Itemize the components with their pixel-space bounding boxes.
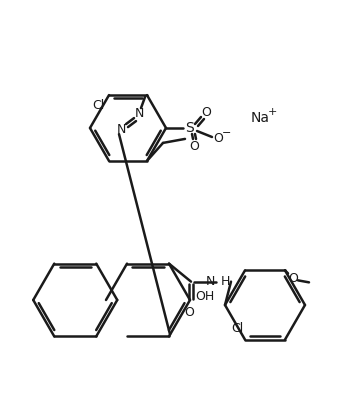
Text: +: + <box>268 107 277 117</box>
Text: Na: Na <box>251 111 270 125</box>
Text: O: O <box>201 105 211 119</box>
Text: OH: OH <box>195 290 214 303</box>
Text: Cl: Cl <box>231 322 243 335</box>
Text: N: N <box>134 107 144 119</box>
Text: Cl: Cl <box>93 99 105 112</box>
Text: S: S <box>186 121 194 135</box>
Text: −: − <box>222 128 231 138</box>
Text: O: O <box>189 139 199 153</box>
Text: N: N <box>116 123 126 136</box>
Text: H: H <box>221 275 231 288</box>
Text: N: N <box>205 275 215 288</box>
Text: O: O <box>288 272 298 285</box>
Text: O: O <box>213 132 223 145</box>
Text: O: O <box>184 306 194 319</box>
